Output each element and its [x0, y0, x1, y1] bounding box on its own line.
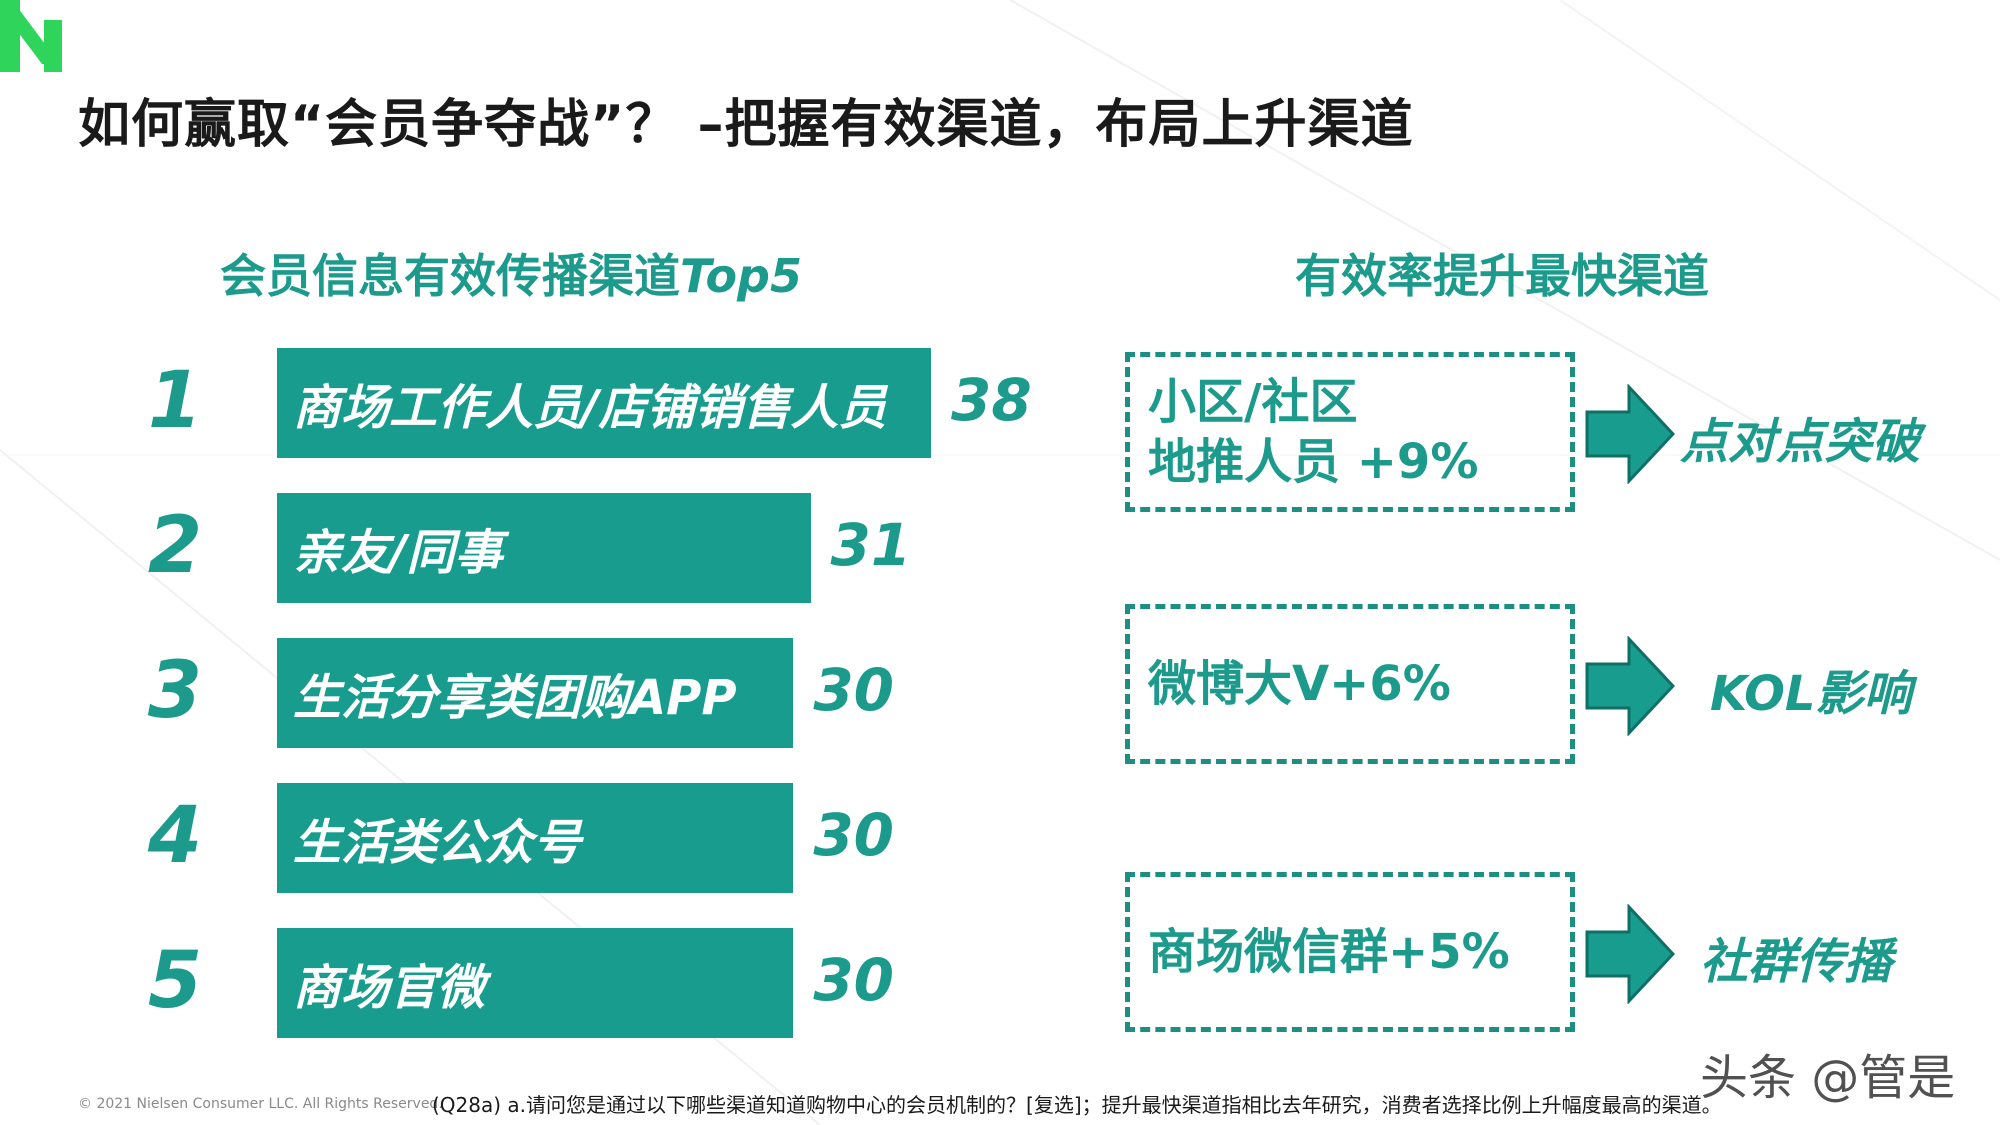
channel-box	[1125, 872, 1575, 1032]
channel-text-line: 地推人员 +9%	[1148, 434, 1479, 490]
bar-label: 亲友/同事	[293, 525, 503, 581]
footer-copyright: © 2021 Nielsen Consumer LLC. All Rights …	[78, 1096, 443, 1112]
rank-number: 4	[147, 791, 203, 881]
nielsen-logo-icon	[0, 0, 62, 72]
left-heading: 会员信息有效传播渠道Top5	[220, 240, 802, 306]
footer-note: (Q28a) a.请问您是通过以下哪些渠道知道购物中心的会员机制的？[复选]；提…	[432, 1093, 1722, 1117]
bar: 商场工作人员/店铺销售人员	[277, 348, 931, 458]
channel-text: 商场微信群+5%	[1148, 922, 1510, 982]
data-label: 30	[813, 946, 895, 1014]
rank-number: 1	[147, 356, 203, 446]
channel-text-line: 小区/社区	[1148, 374, 1358, 430]
bar: 生活分享类团购APP	[277, 638, 794, 748]
channel-result: 点对点突破	[1680, 414, 1921, 470]
watermark: 头条 @管是	[1700, 1050, 1956, 1106]
channel-result: KOL影响	[1710, 666, 1912, 722]
rank-number: 2	[147, 501, 203, 591]
left-heading-en: Top5	[680, 249, 802, 303]
channel-result: 社群传播	[1700, 934, 1893, 990]
page-title: 如何赢取“会员争夺战”？ –把握有效渠道，布局上升渠道	[78, 95, 1414, 155]
bar: 生活类公众号	[277, 783, 794, 893]
channel-text-line: 微博大V+6%	[1148, 656, 1451, 712]
arrow-right-icon	[1585, 384, 1675, 484]
channel-box	[1125, 604, 1575, 764]
arrow-right-icon	[1585, 904, 1675, 1004]
arrow-right-icon	[1585, 636, 1675, 736]
channel-text: 微博大V+6%	[1148, 654, 1451, 714]
bar-label: 商场工作人员/店铺销售人员	[293, 380, 887, 436]
rank-number: 5	[147, 936, 203, 1026]
bar: 亲友/同事	[277, 493, 811, 603]
channel-text: 小区/社区 地推人员 +9%	[1148, 372, 1478, 492]
data-label: 30	[813, 801, 895, 869]
right-heading: 有效率提升最快渠道	[1295, 249, 1709, 303]
data-label: 30	[813, 656, 895, 724]
bar-label: 生活分享类团购APP	[293, 670, 737, 726]
data-label: 31	[830, 511, 912, 579]
data-label: 38	[951, 366, 1032, 434]
bar: 商场官微	[277, 928, 794, 1038]
channel-text-line: 商场微信群+5%	[1148, 924, 1510, 980]
channel-box	[1125, 352, 1575, 512]
left-heading-cn: 会员信息有效传播渠道	[220, 249, 680, 303]
bar-label: 商场官微	[293, 960, 486, 1016]
rank-number: 3	[147, 646, 203, 736]
bar-label: 生活类公众号	[293, 815, 582, 871]
